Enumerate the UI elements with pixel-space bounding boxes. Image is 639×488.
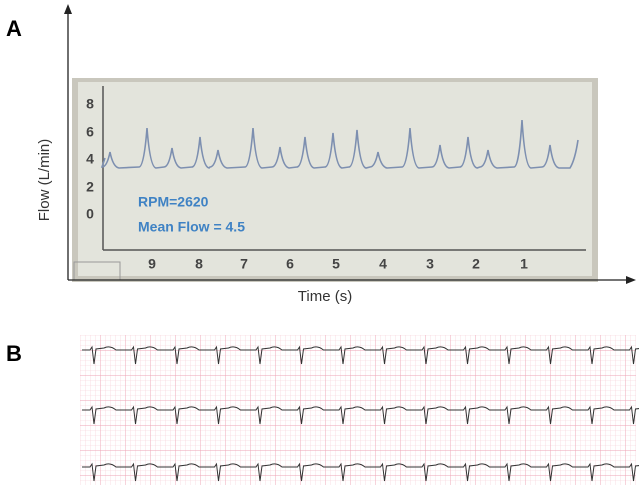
screen-x-tick: 8 [195, 256, 203, 272]
screen [78, 82, 592, 276]
arrow [626, 276, 636, 284]
ecg-trace [82, 462, 639, 482]
screen-y-tick: 2 [86, 179, 94, 195]
panel-label: B [6, 341, 22, 366]
x-axis-label: Time (s) [298, 288, 352, 305]
screen-x-tick: 3 [426, 256, 434, 272]
screen-y-tick: 0 [86, 206, 94, 222]
screen-x-tick: 9 [148, 256, 156, 272]
annotation: RPM=2620 [138, 194, 209, 210]
screen-x-tick: 4 [379, 256, 387, 272]
screen-x-tick: 1 [520, 256, 528, 272]
screen-x-tick: 7 [240, 256, 248, 272]
arrow [64, 4, 72, 14]
y-axis-label: Flow (L/min) [36, 139, 53, 222]
panel-label: A [6, 16, 22, 41]
ecg-trace [82, 345, 639, 365]
screen-y-tick: 4 [86, 151, 94, 167]
annotation: Mean Flow = 4.5 [138, 219, 245, 235]
screen-x-tick: 2 [472, 256, 480, 272]
screen-x-tick: 6 [286, 256, 294, 272]
screen-x-tick: 5 [332, 256, 340, 272]
screen-y-tick: 8 [86, 96, 94, 112]
ecg-trace [82, 405, 639, 425]
flow-trace [100, 119, 579, 169]
screen-y-tick: 6 [86, 124, 94, 140]
